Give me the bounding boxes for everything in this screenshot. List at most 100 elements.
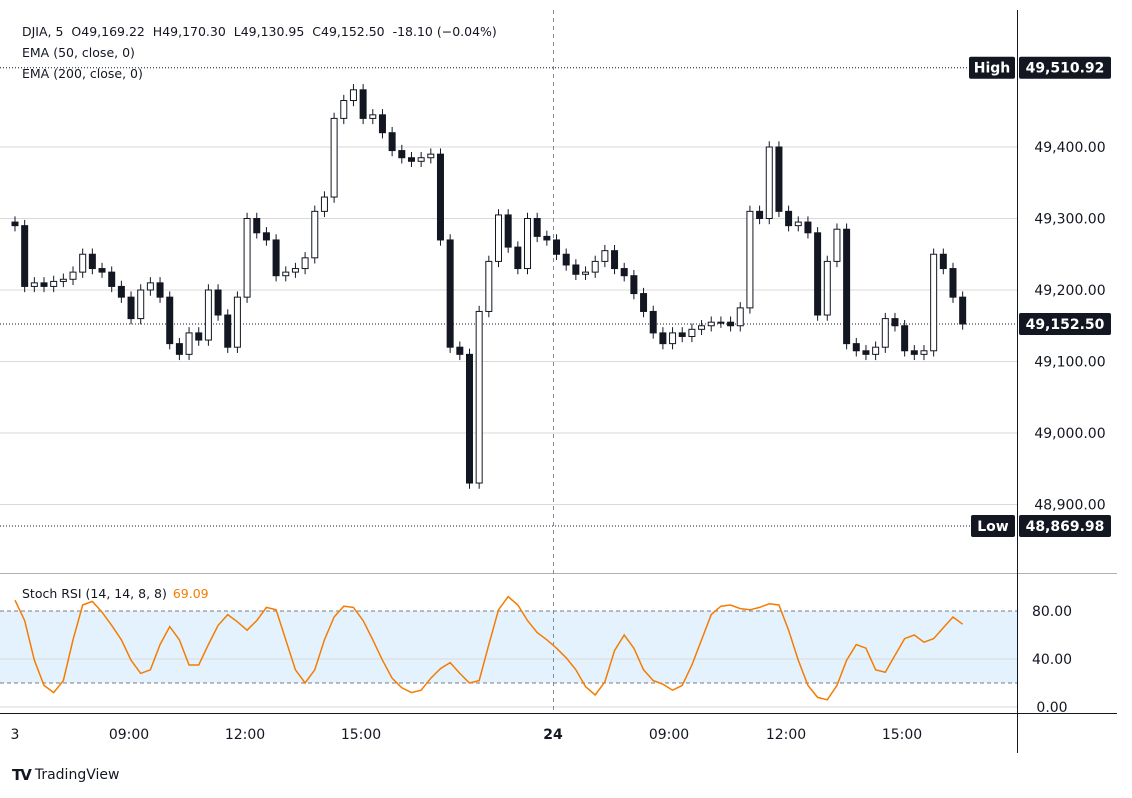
candle-body: [11, 221, 19, 227]
time-tick-label: 24: [543, 727, 563, 743]
candle-body: [156, 282, 164, 298]
candle-body: [378, 114, 386, 134]
candle-body: [514, 246, 522, 270]
low-label: Low: [977, 519, 1009, 535]
candle-body: [949, 268, 957, 298]
candle-body: [446, 239, 454, 348]
candle-body: [204, 289, 212, 341]
price-tick-label: 49,200.00: [1034, 283, 1105, 299]
candle-body: [649, 310, 657, 334]
ema-200-legend[interactable]: EMA (200, close, 0): [22, 66, 143, 81]
candle-body: [707, 321, 715, 327]
high-value-label: 49,510.92: [1026, 61, 1105, 77]
candle-body: [611, 250, 619, 270]
candle-body: [40, 282, 48, 287]
candle-body: [872, 346, 880, 355]
candle-body: [698, 325, 706, 330]
candle-body: [746, 210, 754, 309]
candle-body: [891, 318, 899, 327]
candle-body: [185, 332, 193, 355]
stoch-rsi-legend[interactable]: Stoch RSI (14, 14, 8, 8) 69.09: [22, 586, 209, 601]
candle-body: [659, 332, 667, 345]
candle-body: [359, 89, 367, 119]
candle-body: [436, 153, 444, 241]
candle-body: [572, 264, 580, 275]
candle-body: [98, 268, 106, 273]
symbol-ohlc-legend: DJIA, 5 O49,169.22 H49,170.30 L49,130.95…: [22, 24, 497, 39]
candle-body: [253, 218, 261, 234]
candle-body: [398, 150, 406, 159]
candle-body: [833, 228, 841, 262]
candle-body: [108, 271, 116, 287]
candle-body: [340, 100, 348, 119]
candle-body: [785, 210, 793, 227]
candle-body: [79, 253, 87, 273]
candle-body: [543, 235, 551, 241]
stoch-band: [0, 611, 1017, 683]
candle-body: [301, 257, 309, 270]
price-tick-label: 48,900.00: [1034, 498, 1105, 514]
last-price-label: 49,152.50: [1026, 317, 1105, 333]
candle-body: [195, 332, 203, 341]
candle-body: [775, 146, 783, 212]
candle-body: [21, 225, 29, 287]
candle-body: [30, 282, 38, 287]
candle-body: [591, 260, 599, 273]
stoch-rsi-label: Stoch RSI (14, 14, 8, 8): [22, 586, 167, 601]
tradingview-logo-icon: TV: [12, 766, 32, 784]
candle-body: [901, 325, 909, 352]
candle-body: [262, 232, 270, 241]
price-tick-label: 49,300.00: [1034, 212, 1105, 228]
candle-body: [688, 328, 696, 337]
candle-body: [485, 260, 493, 312]
candle-body: [50, 280, 58, 287]
candle-body: [930, 253, 938, 352]
candle-body: [794, 221, 802, 227]
candle-body: [88, 253, 96, 270]
candle-body: [862, 350, 870, 355]
time-tick-label: 15:00: [341, 727, 381, 743]
candle-body: [553, 239, 561, 255]
time-tick-label: 12:00: [766, 727, 806, 743]
candle-body: [475, 310, 483, 484]
candle-body: [601, 250, 609, 262]
candle-body: [282, 271, 290, 277]
stoch-rsi-value: 69.09: [172, 586, 209, 601]
last-price-label-bg: [1019, 312, 1111, 335]
candle-body: [233, 296, 241, 348]
candle-body: [678, 332, 686, 337]
time-tick-label: 09:00: [649, 727, 689, 743]
candle-body: [939, 253, 947, 270]
candle-body: [272, 239, 280, 277]
candle-body: [349, 89, 357, 102]
candle-body: [465, 353, 473, 484]
candle-body: [407, 157, 415, 162]
price-tick-label: 49,100.00: [1034, 355, 1105, 371]
candle-body: [669, 332, 677, 345]
candle-body: [620, 268, 628, 277]
candle-body: [881, 318, 889, 348]
candle-body: [630, 275, 638, 295]
candle-body: [533, 218, 541, 237]
candle-body: [765, 146, 773, 219]
candle-body: [243, 218, 251, 298]
candle-body: [727, 321, 735, 327]
candle-body: [823, 260, 831, 316]
candle-body: [910, 350, 918, 355]
time-tick-label: 09:00: [109, 727, 149, 743]
candle-body: [417, 157, 425, 162]
candle-body: [320, 196, 328, 212]
time-tick-label: 15:00: [882, 727, 922, 743]
tradingview-logo[interactable]: TV TradingView: [12, 766, 119, 784]
ema-50-legend[interactable]: EMA (50, close, 0): [22, 45, 135, 60]
candle-body: [117, 285, 125, 298]
price-tick-label: 49,400.00: [1034, 140, 1105, 156]
high-value-label-bg: [1019, 56, 1111, 79]
candle-body: [59, 278, 67, 282]
candle-body: [920, 350, 928, 355]
candle-body: [640, 293, 648, 312]
candle-body: [495, 214, 502, 262]
candle-body: [562, 253, 570, 266]
candle-body: [756, 210, 764, 220]
